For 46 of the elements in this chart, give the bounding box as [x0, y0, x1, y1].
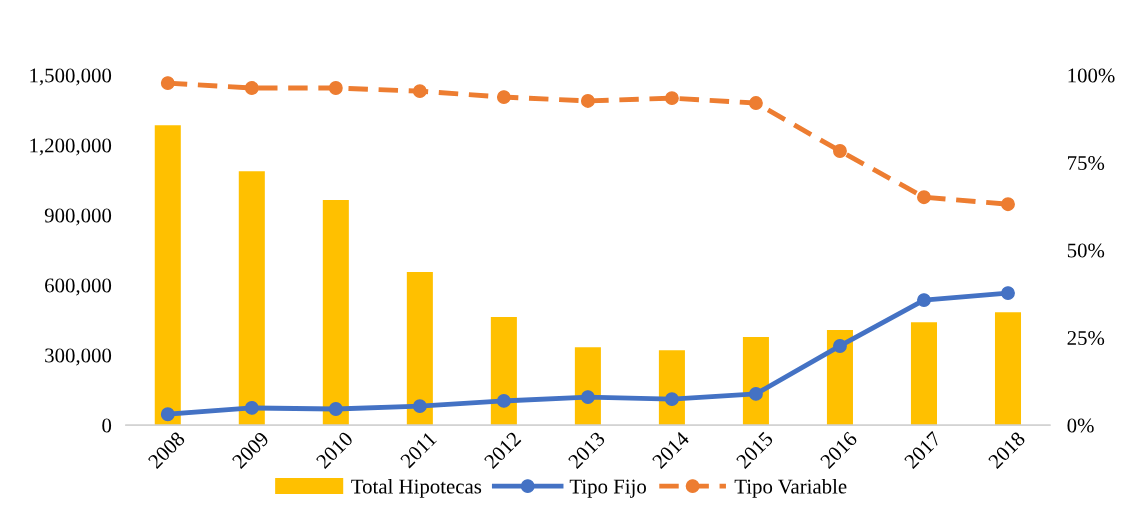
point: [917, 190, 931, 205]
y2-tick-label: 100%: [1068, 68, 1115, 83]
point: [412, 84, 427, 99]
point: [748, 386, 763, 401]
bar: [406, 272, 433, 426]
legend-label: Total Hipotecas: [351, 478, 482, 498]
y-tick-label: 0: [102, 418, 112, 433]
y-tick-label: 1,500,000: [30, 68, 112, 86]
point: [664, 91, 679, 106]
y2-tick-label: 25%: [1067, 330, 1105, 346]
point: [748, 96, 763, 110]
point: [160, 407, 175, 422]
point: [833, 339, 847, 353]
y-tick-label: 1,200,000: [30, 138, 112, 156]
bar: [742, 337, 769, 426]
y-tick-label: 300,000: [45, 348, 112, 366]
point: [833, 144, 847, 158]
y2-tick-label: 0%: [1067, 418, 1094, 433]
point: [160, 76, 175, 91]
point: [496, 393, 511, 408]
point: [244, 400, 259, 415]
bar: [994, 312, 1022, 426]
bar: [154, 125, 181, 426]
y2-tick-label: 50%: [1067, 243, 1105, 258]
point: [580, 390, 595, 405]
point: [244, 81, 259, 95]
bar: [490, 317, 517, 426]
point: [580, 94, 595, 108]
y-tick-label: 600,000: [45, 278, 112, 296]
point: [664, 392, 679, 407]
point: [1001, 197, 1015, 212]
legend-label: Tipo Fijo: [569, 479, 646, 498]
point: [917, 293, 931, 308]
bar: [238, 171, 265, 426]
point: [328, 402, 343, 416]
point: [1001, 286, 1015, 301]
legend-label: Tipo Variable: [734, 478, 847, 498]
point: [496, 90, 511, 105]
y2-tick-label: 75%: [1068, 155, 1105, 171]
bar: [322, 200, 349, 426]
point: [328, 81, 343, 95]
point: [412, 399, 427, 414]
bar: [910, 322, 937, 426]
bar: [574, 347, 601, 426]
y-tick-label: 900,000: [44, 208, 112, 226]
bar: [826, 330, 853, 426]
